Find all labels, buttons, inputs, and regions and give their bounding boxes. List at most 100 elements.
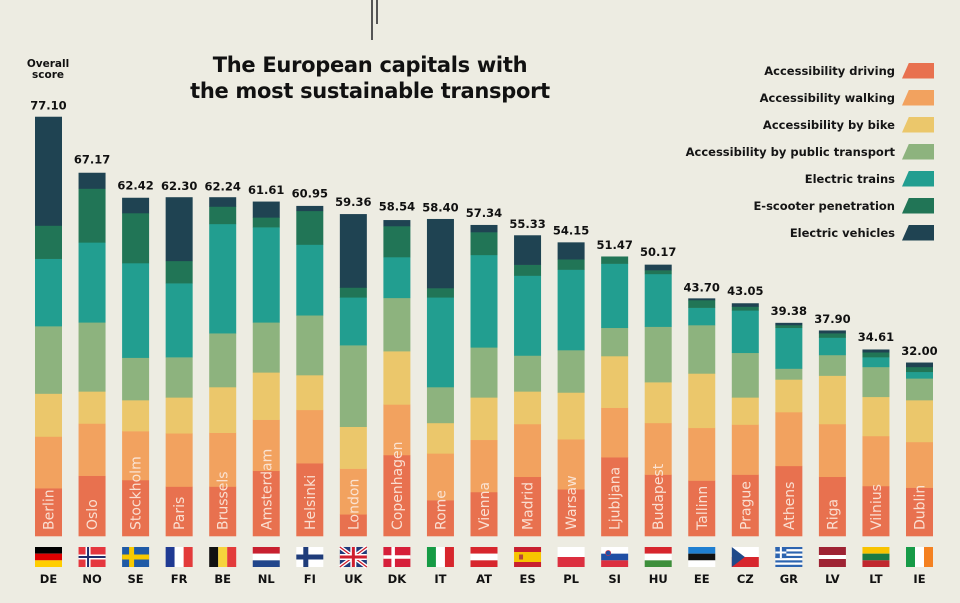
- country-code: FI: [304, 572, 316, 586]
- bar-segment-public_transport: [731, 352, 759, 398]
- bar-segment-bike: [35, 393, 62, 437]
- flag-part: [601, 560, 629, 567]
- flag-part: [227, 547, 237, 567]
- total-label: 37.90: [814, 312, 850, 326]
- total-label: 62.24: [205, 180, 241, 194]
- bar-segment-walking: [122, 431, 150, 481]
- flag-part: [444, 547, 454, 567]
- flag-lt: [862, 547, 890, 567]
- bar-segment-electric_trains: [339, 297, 367, 346]
- flag-part: [775, 562, 803, 565]
- flag-part: [435, 547, 445, 567]
- flag-part: [514, 552, 542, 562]
- bar-segment-electric_vehicles: [906, 362, 933, 368]
- country-code: UK: [344, 572, 363, 586]
- city-label: Berlin: [42, 489, 58, 530]
- flag-part: [165, 547, 175, 567]
- city-label: Rome: [433, 490, 449, 530]
- bar-segment-escooter: [644, 270, 672, 275]
- bar-segment-public_transport: [601, 327, 629, 357]
- bar-segment-driving: [35, 488, 62, 537]
- flag-se: [122, 547, 150, 567]
- flag-part: [924, 547, 933, 567]
- city-label: Tallinn: [695, 486, 711, 531]
- bar-segment-electric_trains: [296, 244, 324, 316]
- bar-segment-electric_trains: [209, 223, 237, 334]
- bar-segment-bike: [339, 426, 367, 469]
- bar-segment-electric_trains: [78, 242, 106, 323]
- flag-part: [252, 553, 280, 561]
- bar-segment-electric_vehicles: [296, 205, 324, 212]
- labels: 77.10 Berlin 67.17 Oslo 62.42 Stockholm 62.30 P…: [30, 99, 937, 531]
- total-label: 58.40: [422, 200, 458, 214]
- total-label: 34.61: [858, 330, 894, 344]
- bar-segment-walking: [252, 419, 280, 472]
- bar-segment-electric_trains: [862, 357, 890, 368]
- bar-segment-electric_vehicles: [731, 303, 759, 307]
- flag-part: [775, 547, 803, 550]
- bar-segment-electric_vehicles: [775, 322, 803, 326]
- bar-segment-driving: [906, 487, 933, 537]
- bar-segment-electric_trains: [775, 327, 803, 369]
- bar-segment-bike: [775, 379, 803, 413]
- bar-segment-public_transport: [775, 368, 803, 380]
- legend-swatch: [902, 89, 934, 106]
- bar-segment-escooter: [601, 256, 629, 264]
- bar-segment-walking: [296, 409, 324, 464]
- flag-part: [818, 559, 846, 567]
- bar-segment-electric_vehicles: [78, 172, 106, 189]
- total-label: 50.17: [640, 245, 676, 259]
- bar-segment-walking: [426, 453, 454, 501]
- bar-segment-public_transport: [383, 297, 411, 352]
- flag-ee: [688, 547, 716, 567]
- bar-segment-public_transport: [78, 322, 106, 392]
- bar-segment-electric_trains: [557, 269, 585, 351]
- bar-segment-driving: [122, 479, 150, 537]
- bar-segment-escooter: [209, 206, 237, 225]
- flag-at: [470, 547, 498, 567]
- flag-part: [775, 560, 803, 563]
- bar-segment-public_transport: [165, 357, 193, 398]
- city-label: Helsinki: [303, 475, 319, 530]
- flag-no: [78, 547, 106, 567]
- legend-label: Accessibility by bike: [762, 117, 895, 132]
- flag-part: [688, 560, 716, 567]
- country-code: SE: [128, 572, 144, 586]
- bar-segment-escooter: [818, 333, 846, 338]
- bar-segment-bike: [514, 391, 542, 425]
- flag-part: [252, 547, 280, 554]
- bar-segment-public_transport: [906, 378, 933, 401]
- legend-swatch: [902, 62, 934, 79]
- bar-segment-public_transport: [252, 322, 280, 373]
- legend-swatch: [902, 116, 934, 133]
- flag-part: [605, 550, 612, 556]
- city-label: Madrid: [521, 482, 537, 530]
- country-code: NO: [82, 572, 102, 586]
- bar-segment-electric_vehicles: [644, 264, 672, 271]
- chart-title: The European capitals with the most sust…: [150, 52, 590, 104]
- bar-segment-electric_vehicles: [514, 235, 542, 265]
- bar-segment-driving: [557, 489, 585, 537]
- bar-segment-escooter: [122, 212, 150, 264]
- flag-part: [470, 560, 498, 567]
- bar-segment-electric_trains: [122, 263, 150, 358]
- flag-lv: [818, 547, 846, 567]
- flag-part: [35, 553, 62, 561]
- flag-part: [514, 562, 542, 567]
- bar-segment-electric_vehicles: [426, 218, 454, 289]
- country-code: LT: [869, 572, 882, 586]
- total-label: 54.15: [553, 224, 589, 238]
- flag-dk: [383, 547, 411, 567]
- city-label: Dublin: [913, 485, 929, 530]
- city-label: Brussels: [216, 471, 232, 530]
- bar-segment-escooter: [78, 188, 106, 243]
- bar-segment-electric_vehicles: [339, 214, 367, 288]
- bar-segment-electric_trains: [818, 337, 846, 356]
- decorative-line: [371, 0, 373, 40]
- legend-item-driving: Accessibility driving: [686, 57, 934, 84]
- bar-segment-electric_vehicles: [557, 242, 585, 260]
- bar-segment-electric_trains: [601, 263, 629, 329]
- bar-segment-walking: [557, 439, 585, 490]
- bar-segment-public_transport: [122, 357, 150, 401]
- bar-segment-escooter: [165, 260, 193, 284]
